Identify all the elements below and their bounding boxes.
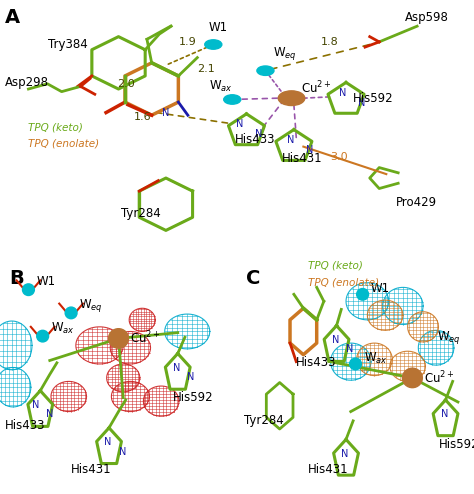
Circle shape [205, 40, 222, 49]
Circle shape [356, 288, 369, 300]
Text: N: N [32, 400, 39, 410]
Text: His431: His431 [282, 152, 323, 165]
Text: N: N [341, 449, 349, 459]
Text: N: N [46, 410, 54, 419]
Text: N: N [162, 108, 170, 118]
Circle shape [257, 66, 274, 76]
Text: W$_{ax}$: W$_{ax}$ [51, 321, 75, 335]
Text: N: N [187, 372, 195, 382]
Text: Tyr284: Tyr284 [244, 414, 284, 427]
Text: N: N [104, 437, 112, 447]
Text: Try384: Try384 [48, 39, 88, 51]
Text: 2.1: 2.1 [197, 64, 215, 75]
Text: W$_{ax}$: W$_{ax}$ [209, 80, 232, 94]
Text: A: A [5, 8, 20, 27]
Text: Tyr284: Tyr284 [121, 207, 161, 220]
Text: N: N [255, 129, 262, 139]
Circle shape [109, 329, 128, 348]
Circle shape [22, 284, 34, 295]
Circle shape [224, 95, 241, 104]
Text: His431: His431 [71, 463, 112, 476]
Text: W$_{eq}$: W$_{eq}$ [79, 297, 103, 314]
Text: 1.9: 1.9 [178, 37, 196, 47]
Text: N: N [118, 447, 126, 456]
Text: Pro429: Pro429 [396, 196, 437, 208]
Circle shape [402, 368, 422, 388]
Text: N: N [306, 145, 313, 155]
Text: Asp598: Asp598 [405, 11, 449, 24]
Text: W$_{eq}$: W$_{eq}$ [273, 45, 296, 62]
Text: His592: His592 [173, 391, 214, 404]
Text: N: N [346, 344, 354, 354]
Text: W1: W1 [371, 282, 390, 295]
Text: TPQ (keto): TPQ (keto) [28, 123, 83, 133]
Text: N: N [287, 135, 294, 145]
Text: TPQ (enolate): TPQ (enolate) [28, 139, 100, 149]
Text: TPQ (keto): TPQ (keto) [308, 261, 363, 271]
Text: N: N [358, 98, 365, 108]
Circle shape [349, 358, 361, 370]
Text: Cu$^{2+}$: Cu$^{2+}$ [424, 370, 455, 386]
Text: His433: His433 [296, 356, 337, 370]
Text: N: N [339, 87, 346, 97]
Text: His433: His433 [235, 133, 275, 146]
Text: TPQ (enolate): TPQ (enolate) [308, 277, 379, 287]
Text: His592: His592 [438, 438, 474, 451]
Circle shape [36, 330, 48, 342]
Text: W$_{ax}$: W$_{ax}$ [364, 351, 388, 366]
Text: W1: W1 [36, 275, 56, 288]
Text: 1.6: 1.6 [133, 112, 151, 122]
Text: Asp298: Asp298 [5, 77, 49, 89]
Text: C: C [246, 269, 261, 288]
Text: Cu$^{2+}$: Cu$^{2+}$ [130, 330, 161, 347]
Text: Cu$^{2+}$: Cu$^{2+}$ [301, 80, 332, 96]
Text: N: N [173, 363, 181, 373]
Text: B: B [9, 269, 24, 288]
Text: His433: His433 [5, 419, 45, 432]
Circle shape [65, 307, 77, 319]
Text: N: N [236, 119, 243, 129]
Text: His592: His592 [353, 92, 394, 105]
Text: 1.8: 1.8 [320, 37, 338, 47]
Text: W$_{eq}$: W$_{eq}$ [437, 329, 461, 346]
Text: His431: His431 [308, 463, 349, 476]
Text: W1: W1 [209, 21, 228, 35]
Text: N: N [332, 335, 339, 345]
Text: 3.0: 3.0 [330, 152, 348, 162]
Text: N: N [441, 410, 448, 419]
Circle shape [278, 91, 305, 106]
Text: 2.0: 2.0 [117, 79, 135, 89]
